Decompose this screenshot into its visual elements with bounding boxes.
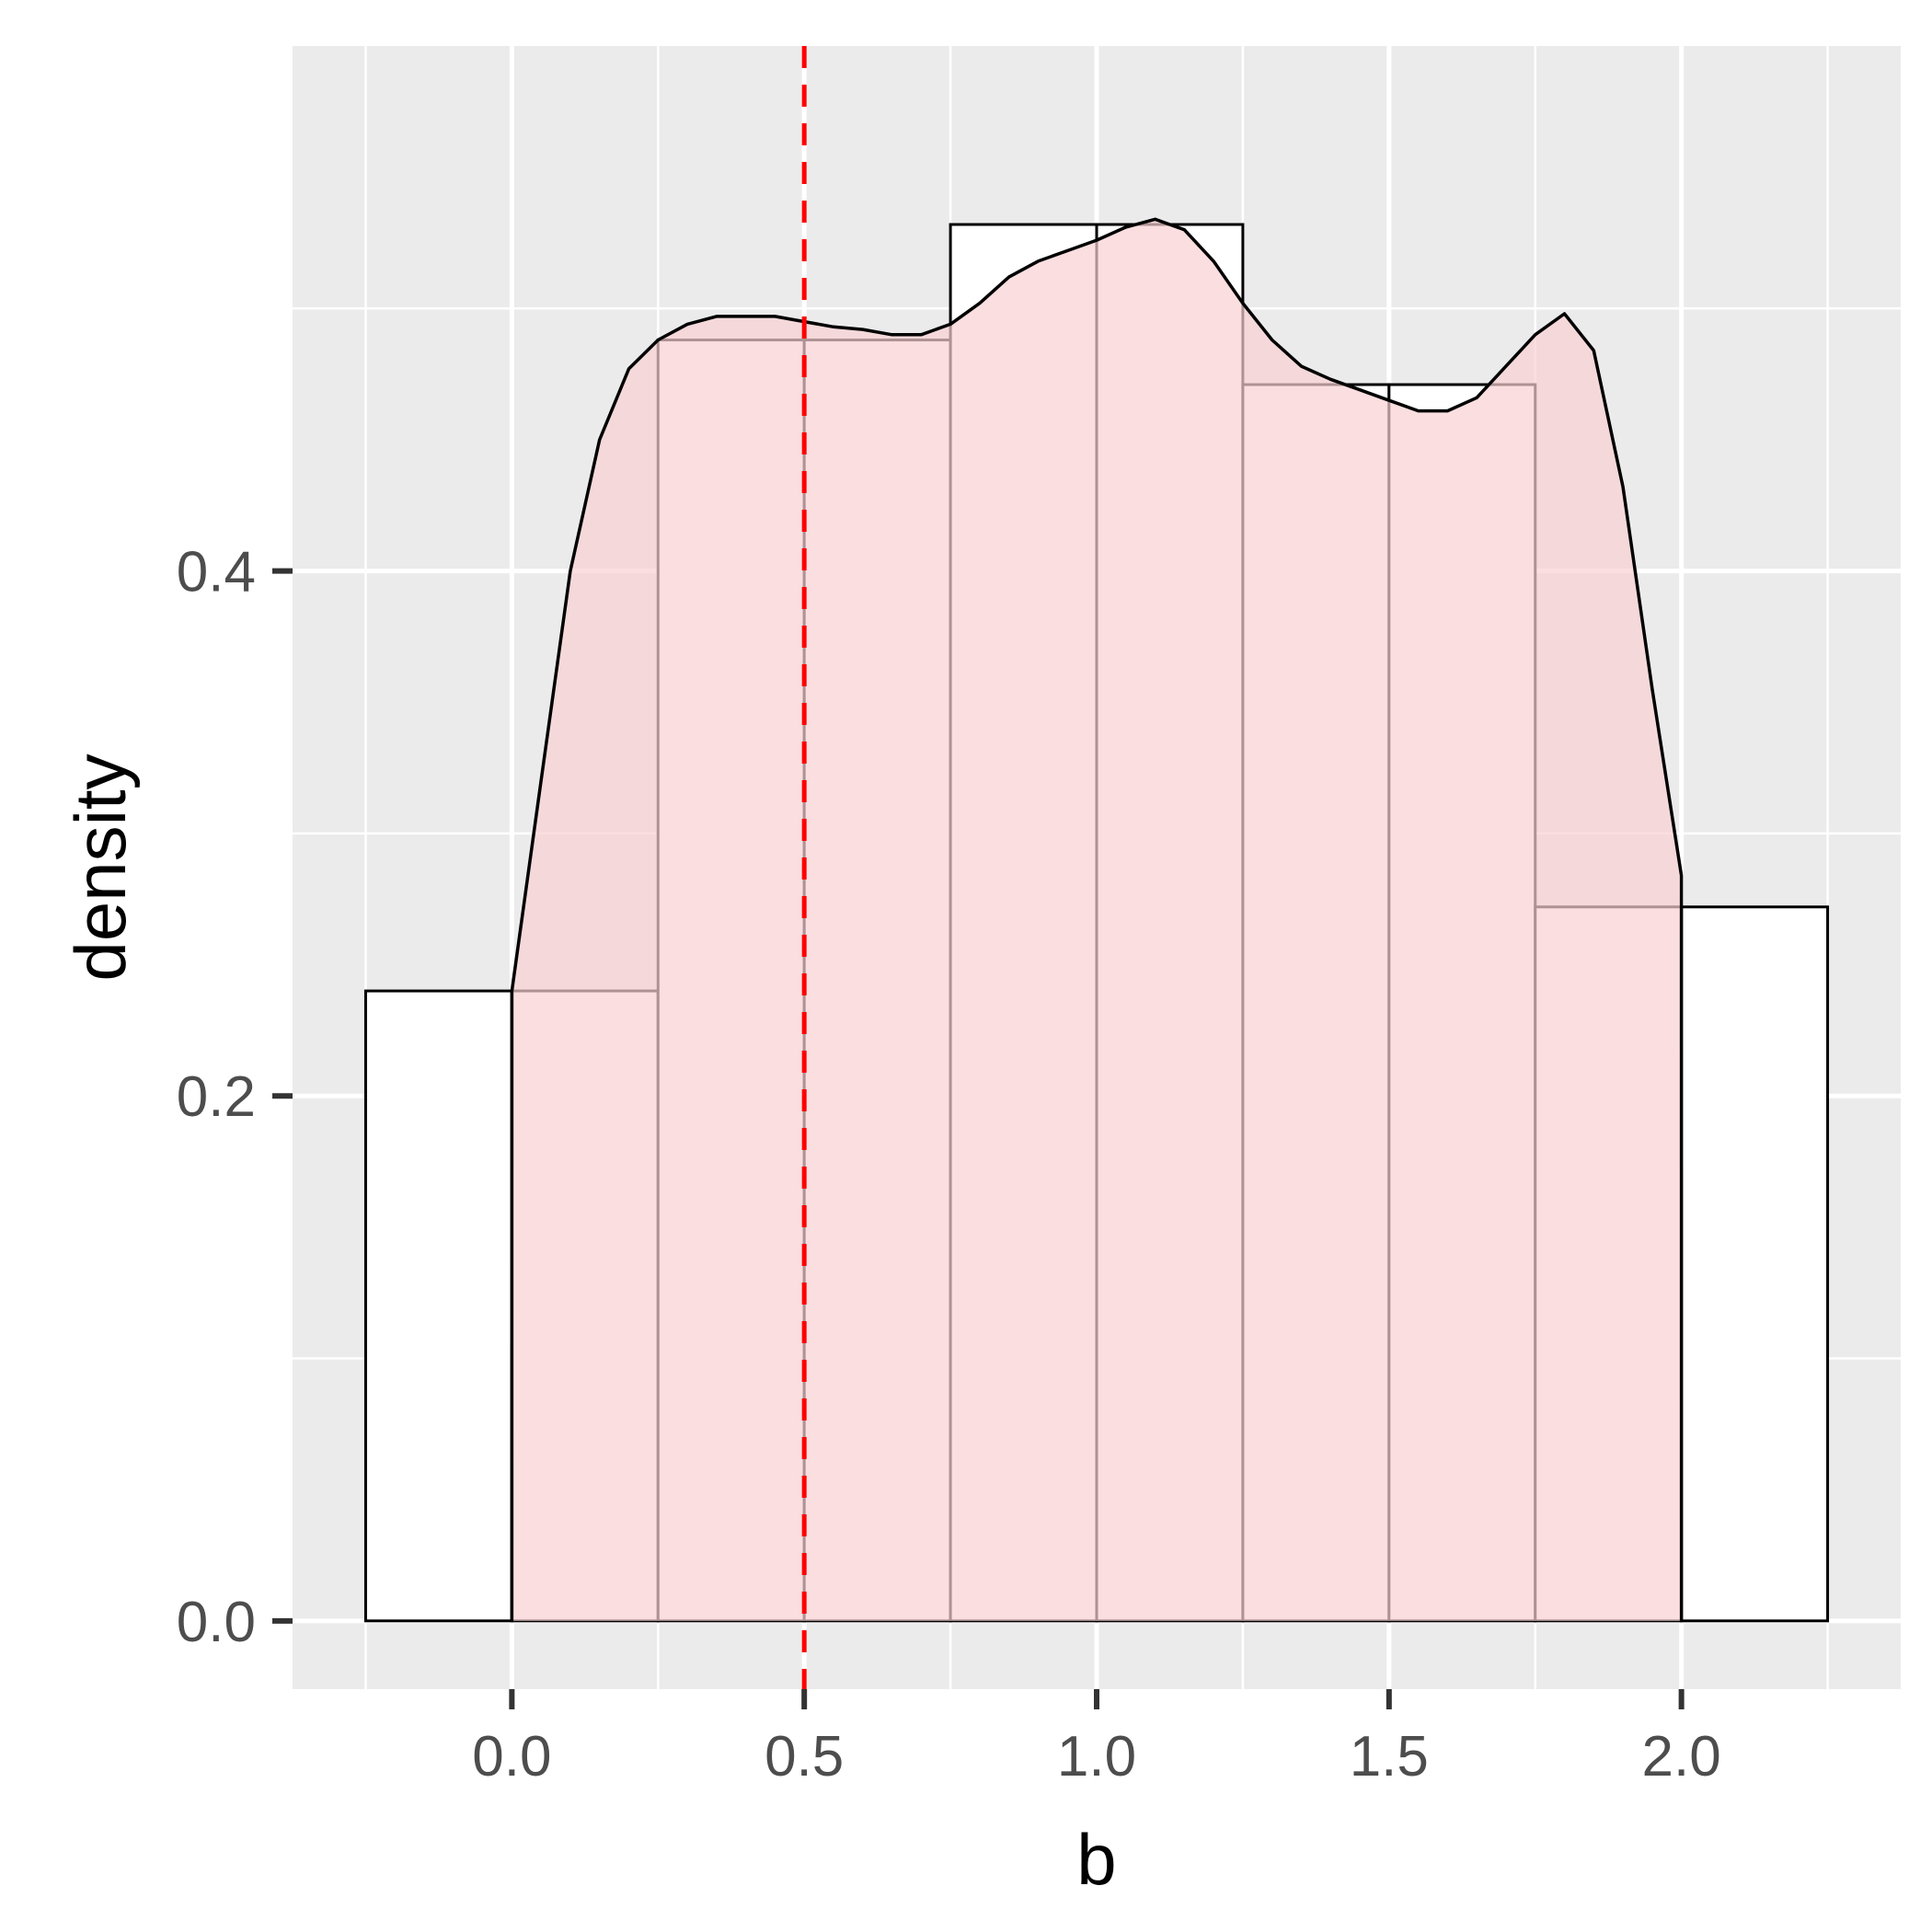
y-tick-label: 0.0 [177, 1591, 256, 1654]
axes: 0.0 0.5 1.0 1.5 2.0 0.0 0.2 0.4 [177, 541, 1721, 1788]
histogram-bar [363, 989, 513, 1623]
density-curve [510, 217, 1684, 1621]
x-tick-label: 1.5 [1350, 1725, 1429, 1788]
density-layer [510, 217, 1684, 1621]
x-tick-label: 0.5 [765, 1725, 844, 1788]
density-area [512, 219, 1682, 1621]
y-tick-label: 0.4 [177, 541, 256, 604]
y-axis-title: density [60, 753, 141, 981]
x-axis-title: b [1076, 1819, 1116, 1900]
x-tick-label: 2.0 [1642, 1725, 1721, 1788]
histogram-bar [1680, 905, 1830, 1623]
x-tick-label: 0.0 [472, 1725, 551, 1788]
y-tick-label: 0.2 [177, 1065, 256, 1129]
x-tick-label: 1.0 [1057, 1725, 1136, 1788]
